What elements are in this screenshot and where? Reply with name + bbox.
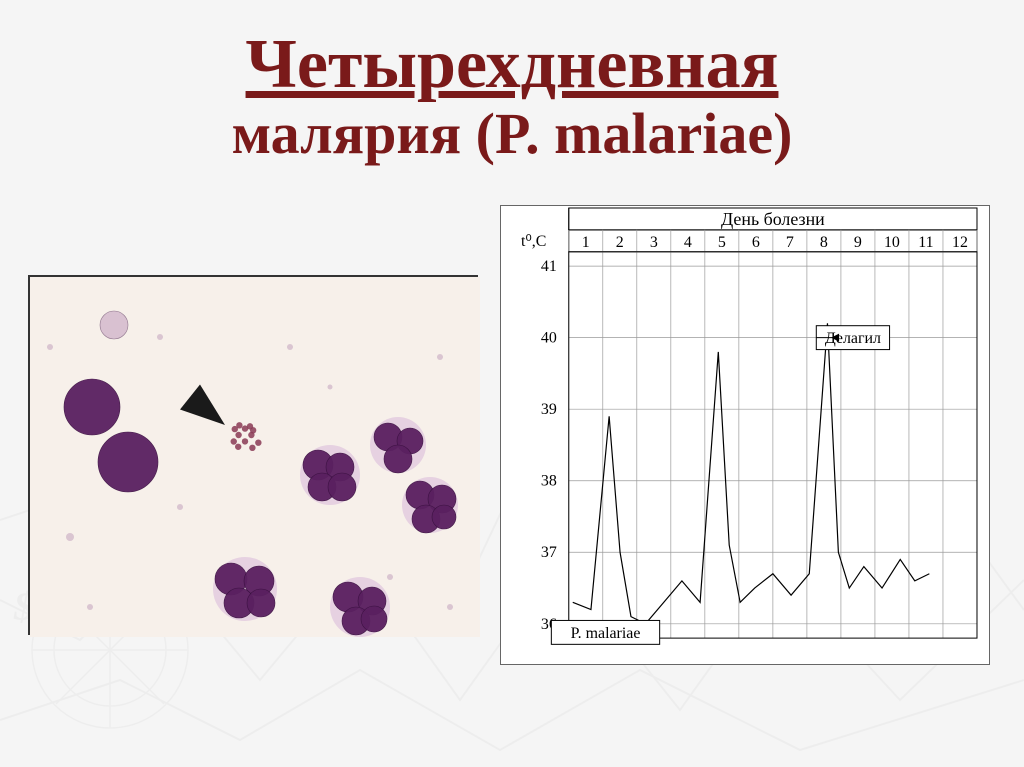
- svg-text:8: 8: [820, 234, 828, 251]
- microscopy-image: [28, 275, 478, 635]
- svg-text:4: 4: [684, 234, 692, 251]
- svg-text:2: 2: [616, 234, 624, 251]
- svg-text:9: 9: [854, 234, 862, 251]
- svg-text:37: 37: [541, 545, 557, 562]
- title-line-1: Четырехдневная: [0, 28, 1024, 102]
- svg-text:t⁰,C: t⁰,C: [521, 233, 546, 250]
- fever-chart: День болезни123456789101112363738394041t…: [500, 205, 990, 665]
- svg-text:40: 40: [541, 330, 557, 347]
- svg-text:39: 39: [541, 401, 557, 418]
- svg-text:3: 3: [650, 234, 658, 251]
- svg-text:10: 10: [884, 234, 900, 251]
- slide-title: Четырехдневная малярия (P. malariae): [0, 0, 1024, 195]
- svg-text:7: 7: [786, 234, 794, 251]
- svg-text:41: 41: [541, 258, 557, 275]
- svg-text:День болезни: День болезни: [721, 209, 825, 229]
- svg-text:5: 5: [718, 234, 726, 251]
- svg-text:6: 6: [752, 234, 760, 251]
- svg-text:P. malariae: P. malariae: [571, 625, 641, 642]
- svg-text:12: 12: [952, 234, 968, 251]
- svg-text:1: 1: [582, 234, 590, 251]
- svg-text:38: 38: [541, 473, 557, 490]
- svg-text:11: 11: [918, 234, 933, 251]
- title-line-2: малярия (P. malariae): [0, 102, 1024, 166]
